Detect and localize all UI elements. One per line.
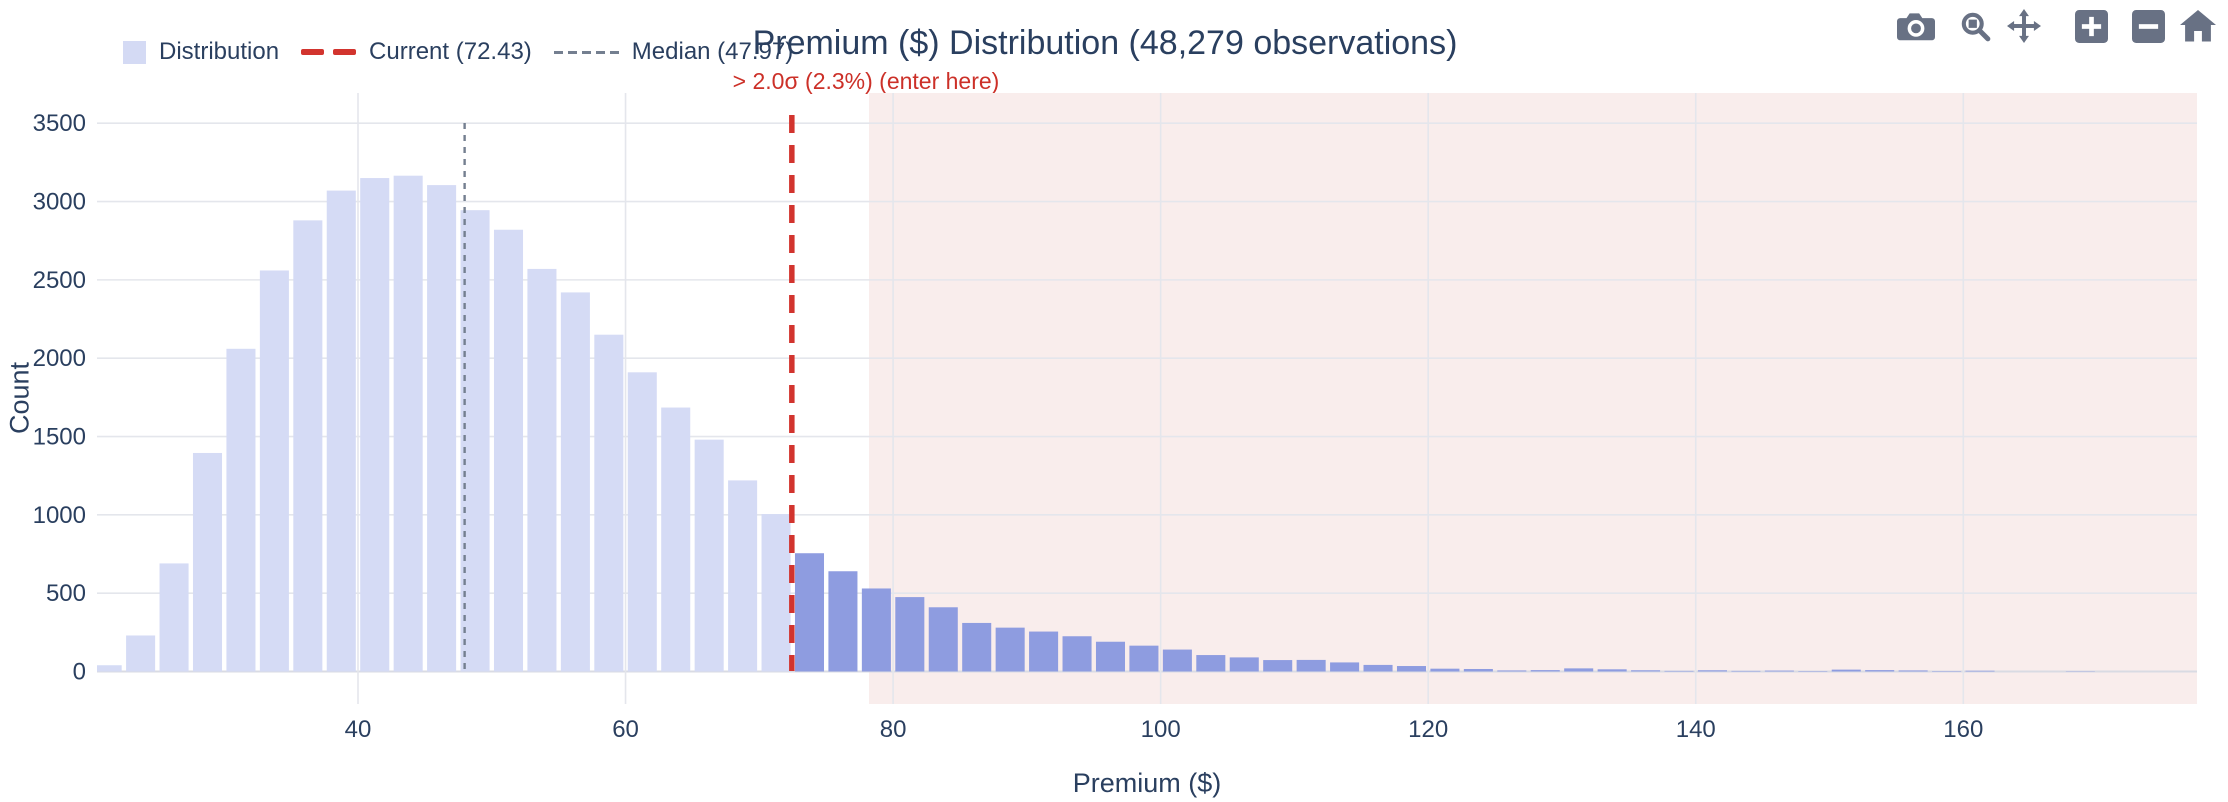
histogram-bar-tail — [1497, 670, 1527, 672]
y-tick-label: 3000 — [33, 189, 86, 216]
histogram-bar — [728, 480, 758, 672]
plus-square-icon — [2075, 9, 2108, 43]
histogram-bar — [594, 334, 624, 672]
histogram-bar — [627, 372, 657, 672]
histogram-bar — [192, 452, 223, 672]
y-tick-label: 1500 — [33, 424, 86, 451]
current-line-swatch-icon — [301, 49, 357, 55]
zoom-out-button[interactable] — [2132, 8, 2165, 44]
histogram-bar — [661, 407, 691, 672]
magnifier-zoom-icon — [1961, 12, 1991, 41]
histogram-bar-tail — [1764, 670, 1794, 672]
histogram-bar-tail — [1731, 670, 1761, 672]
histogram-bar-tail — [861, 588, 891, 672]
histogram-bar-tail — [1965, 670, 1995, 672]
histogram-bar-tail — [1898, 670, 1928, 672]
histogram-bar-tail — [1263, 660, 1293, 672]
sigma-region — [869, 93, 2197, 704]
histogram-bar — [493, 229, 524, 672]
x-tick-label: 120 — [1408, 716, 1448, 743]
home-icon — [2180, 9, 2216, 41]
histogram-bar-tail — [1129, 645, 1159, 672]
histogram-bar — [226, 348, 256, 672]
histogram-bar — [761, 514, 791, 672]
histogram-bar — [326, 190, 356, 672]
histogram-bar-tail — [995, 627, 1025, 672]
y-tick-label: 0 — [73, 659, 86, 686]
pan-button[interactable] — [2007, 8, 2041, 44]
histogram-bar — [126, 635, 156, 672]
histogram-bar-tail — [794, 553, 825, 672]
histogram-bar-tail — [1430, 668, 1460, 672]
histogram-bar-tail — [1229, 657, 1259, 672]
y-axis-title: Count — [4, 361, 35, 435]
histogram-bar-tail — [1363, 664, 1393, 672]
modebar — [1897, 8, 2216, 44]
histogram-bar — [293, 220, 323, 672]
zoom-select-button[interactable] — [1959, 8, 1992, 44]
histogram-bar-tail — [1062, 636, 1092, 672]
median-line-swatch-icon — [553, 50, 619, 54]
x-axis-title: Premium ($) — [1072, 768, 1222, 798]
histogram-bar — [560, 292, 590, 672]
histogram-bar-tail — [1831, 669, 1861, 672]
histogram-bar — [527, 268, 557, 672]
x-tick-label: 80 — [880, 716, 907, 743]
zoom-in-button[interactable] — [2075, 8, 2108, 44]
legend-current-label: Current (72.43) — [369, 38, 532, 65]
legend-item-current[interactable]: Current (72.43) — [301, 38, 532, 66]
histogram-bar — [259, 270, 289, 672]
histogram-bar — [159, 563, 189, 672]
histogram-bar-tail — [1396, 666, 1426, 672]
pan-arrows-icon — [2007, 9, 2041, 43]
legend-median-label: Median (47.97) — [631, 38, 794, 65]
histogram-bar-tail — [1664, 670, 1694, 672]
histogram-bar-tail — [1697, 670, 1727, 672]
histogram-bar-tail — [1029, 631, 1059, 672]
download-camera-button[interactable] — [1897, 8, 1935, 44]
histogram-bar-tail — [962, 622, 992, 672]
histogram-bar-tail — [1330, 662, 1360, 672]
histogram-bar — [393, 175, 423, 672]
reset-axes-button[interactable] — [2180, 8, 2216, 44]
histogram-bar-tail — [1631, 670, 1661, 672]
x-tick-label: 60 — [612, 716, 639, 743]
legend-item-median[interactable]: Median (47.97) — [553, 38, 794, 66]
y-tick-label: 500 — [46, 580, 86, 607]
histogram-bar-tail — [1095, 641, 1126, 672]
chart-title: Premium ($) Distribution (48,279 observa… — [752, 24, 1458, 62]
histogram-bar — [694, 439, 724, 672]
histogram-bar-tail — [1296, 659, 1326, 672]
x-tick-label: 100 — [1141, 716, 1181, 743]
legend: Distribution Current (72.43) Median (47.… — [123, 38, 793, 66]
x-tick-label: 160 — [1943, 716, 1983, 743]
histogram-bar-tail — [1865, 670, 1895, 672]
x-tick-label: 140 — [1676, 716, 1716, 743]
x-tick-label: 40 — [345, 716, 372, 743]
histogram-bar — [427, 185, 457, 672]
legend-distribution-label: Distribution — [159, 38, 280, 65]
histogram-bar-tail — [1162, 649, 1192, 672]
histogram-bar — [360, 178, 390, 672]
y-tick-label: 1000 — [33, 502, 86, 529]
legend-item-distribution[interactable]: Distribution — [123, 38, 279, 66]
histogram-bar-tail — [1530, 670, 1560, 672]
y-tick-label: 2000 — [33, 345, 86, 372]
histogram-bar-tail — [928, 607, 958, 672]
distribution-swatch-icon — [123, 40, 146, 64]
histogram-bar-tail — [895, 597, 925, 672]
histogram-bar-tail — [1463, 668, 1493, 672]
y-tick-label: 2500 — [33, 267, 86, 294]
histogram-bar-tail — [828, 571, 858, 672]
camera-icon — [1897, 13, 1935, 41]
histogram-bar — [97, 665, 122, 672]
sigma-annotation: > 2.0σ (2.3%) (enter here) — [732, 68, 1000, 94]
minus-square-icon — [2132, 9, 2165, 43]
y-tick-label: 3500 — [33, 110, 86, 137]
histogram-bar-tail — [1597, 669, 1627, 672]
histogram-bar-tail — [1564, 668, 1594, 672]
histogram-bar-tail — [1196, 655, 1226, 672]
